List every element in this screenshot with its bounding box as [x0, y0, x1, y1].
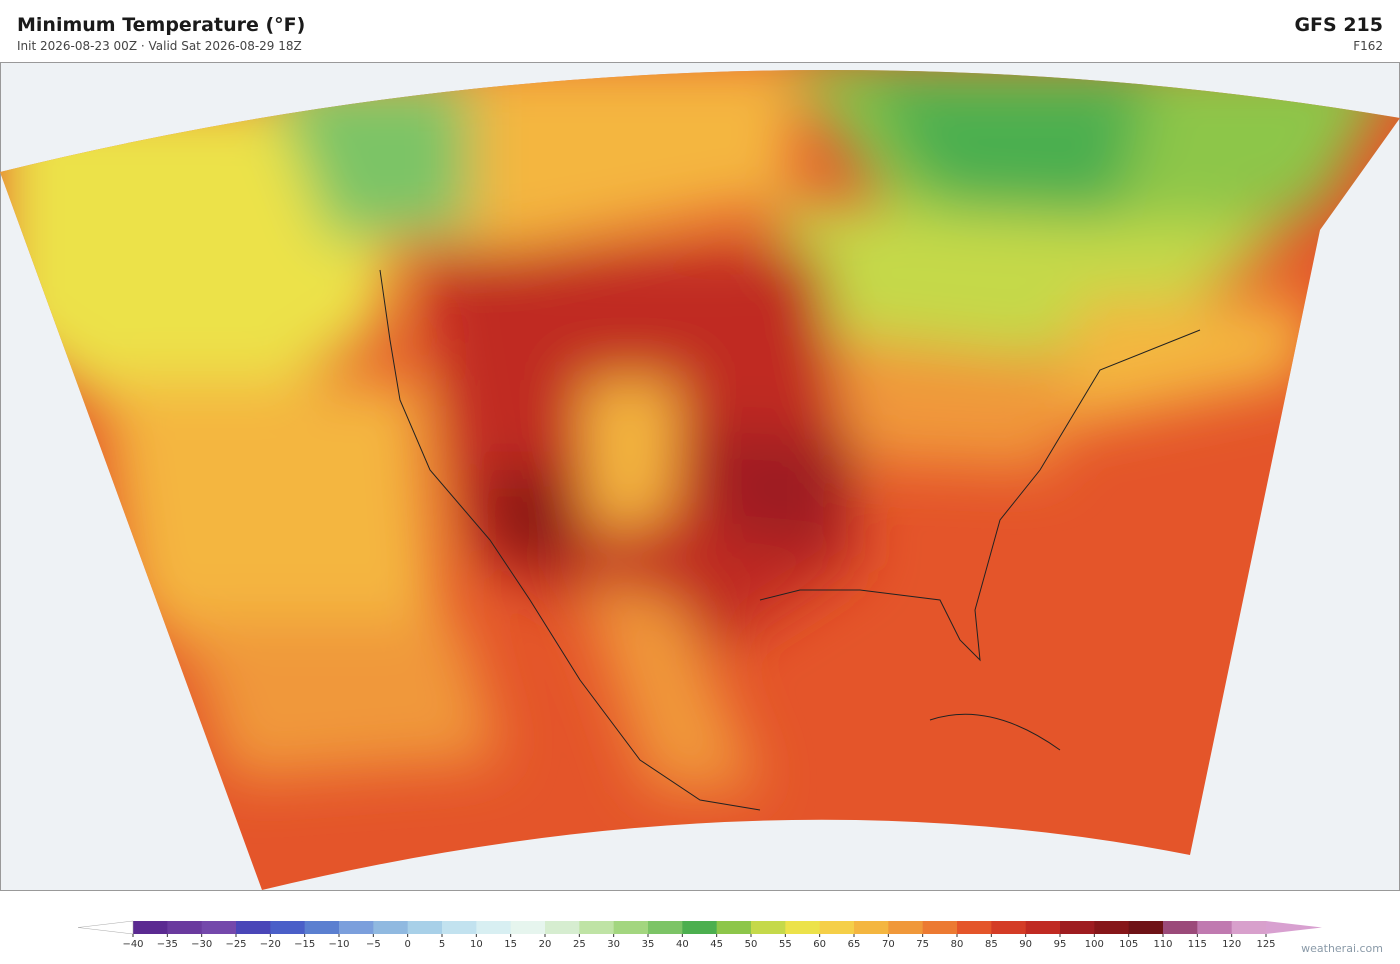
credit: weatherai.com: [1301, 942, 1383, 955]
colorbar-tick-label: 10: [470, 939, 483, 950]
colorbar-bin: [304, 921, 340, 934]
colorbar-tick-label: −10: [328, 939, 349, 950]
colorbar-bin: [407, 921, 443, 934]
colorbar-tick-label: −25: [225, 939, 246, 950]
colorbar-bin: [133, 921, 168, 934]
colorbar-tick-label: −30: [191, 939, 212, 950]
colorbar-bin: [1060, 921, 1095, 934]
colorbar-bin: [201, 921, 237, 934]
colorbar-tick-label: 30: [607, 939, 620, 950]
coastlines: [379, 269, 1201, 811]
colorbar-tick-label: 35: [642, 939, 655, 950]
colorbar-tick-label: 15: [504, 939, 517, 950]
colorbar-tick-label: 95: [1054, 939, 1067, 950]
colorbar-bin: [545, 921, 580, 934]
colorbar-bin: [682, 921, 718, 934]
temperature-field: [0, 69, 1400, 890]
colorbar-bin: [339, 921, 374, 934]
colorbar-tick-label: 85: [985, 939, 998, 950]
colorbar-tick-label: 45: [710, 939, 723, 950]
colorbar-bin: [991, 921, 1027, 934]
colorbar-bin: [236, 921, 271, 934]
colorbar-bin: [1197, 921, 1233, 934]
colorbar-bin: [270, 921, 306, 934]
colorbar-bin: [442, 921, 477, 934]
colorbar-bin: [613, 921, 649, 934]
colorbar-under: [77, 920, 134, 935]
colorbar-bin: [1128, 921, 1164, 934]
colorbar-over: [1266, 921, 1322, 934]
colorbar-tick-label: 55: [779, 939, 792, 950]
colorbar-tick-label: −35: [157, 939, 178, 950]
colorbar-tick-label: 60: [813, 939, 826, 950]
colorbar-bin: [579, 921, 615, 934]
colorbar-tick-label: 5: [439, 939, 445, 950]
colorbar-tick-label: 120: [1222, 939, 1241, 950]
colorbar-tick-label: 80: [951, 939, 964, 950]
colorbar-bin: [922, 921, 958, 934]
colorbar-tick-label: 40: [676, 939, 689, 950]
colorbar-bin: [854, 921, 889, 934]
colorbar-tick-label: 0: [404, 939, 410, 950]
colorbar-bin: [167, 921, 203, 934]
colorbar-tick-label: 125: [1256, 939, 1275, 950]
colorbar-bin: [785, 921, 821, 934]
colorbar-tick-label: 105: [1119, 939, 1138, 950]
colorbar-bin: [476, 921, 512, 934]
colorbar-bin: [1025, 921, 1061, 934]
colorbar-bin: [1231, 921, 1267, 934]
colorbar-bin: [888, 921, 924, 934]
colorbar-tick-label: 25: [573, 939, 586, 950]
colorbar-tick-label: −20: [260, 939, 281, 950]
colorbar-tick-label: 50: [745, 939, 758, 950]
colorbar-tick-label: 100: [1085, 939, 1104, 950]
colorbar-tick-label: −40: [122, 939, 143, 950]
colorbar-bin: [819, 921, 855, 934]
colorbar-bin: [373, 921, 409, 934]
colorbar-tick-label: 115: [1188, 939, 1207, 950]
colorbar-tick-label: −15: [294, 939, 315, 950]
model: GFS 215: [1294, 14, 1383, 36]
colorbar-bin: [510, 921, 546, 934]
colorbar-tick-label: 90: [1019, 939, 1032, 950]
colorbar-bin: [751, 921, 786, 934]
colorbar-tick-label: 70: [882, 939, 895, 950]
colorbar-bin: [957, 921, 992, 934]
colorbar-bin: [1094, 921, 1130, 934]
colorbar-bin: [648, 921, 683, 934]
colorbar-tick-label: 110: [1153, 939, 1172, 950]
subtitle: Init 2026-08-23 00Z · Valid Sat 2026-08-…: [17, 39, 302, 53]
colorbar-tick-label: 20: [539, 939, 552, 950]
colorbar-bin: [716, 921, 752, 934]
forecast-hour: F162: [1353, 39, 1383, 53]
colorbar-tick-label: −5: [366, 939, 381, 950]
colorbar-bin: [1163, 921, 1198, 934]
title: Minimum Temperature (°F): [17, 14, 306, 36]
colorbar-tick-label: 75: [916, 939, 929, 950]
colorbar-tick-label: 65: [848, 939, 861, 950]
